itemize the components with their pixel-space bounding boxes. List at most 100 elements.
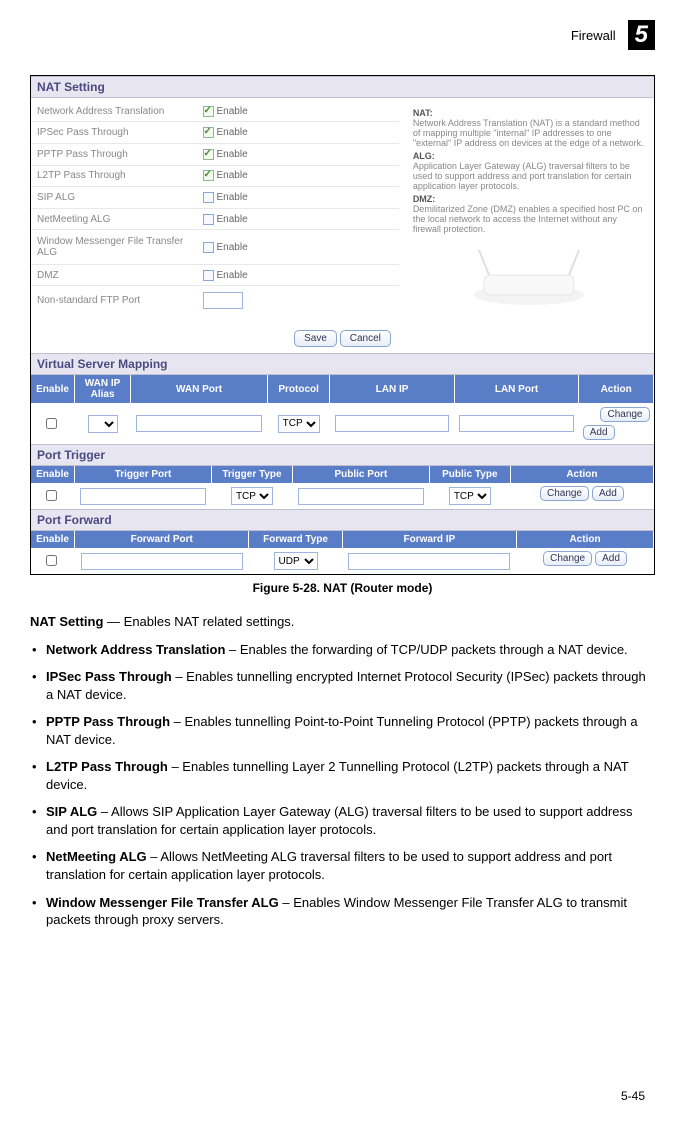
add-button[interactable]: Add — [595, 551, 627, 566]
checkbox-icon[interactable] — [203, 192, 214, 203]
chapter-badge: 5 — [628, 20, 655, 50]
nat-row-label: DMZ — [31, 264, 197, 286]
checkbox-icon[interactable] — [203, 127, 214, 138]
enable-label: Enable — [217, 106, 248, 117]
pt-col-tport: Trigger Port — [75, 466, 212, 483]
pt-table: Enable Trigger Port Trigger Type Public … — [31, 466, 654, 509]
enable-label: Enable — [217, 171, 248, 182]
item-bold: NetMeeting ALG — [46, 849, 147, 864]
help-dmz-title: DMZ: — [413, 194, 646, 204]
pt-col-enable: Enable — [31, 466, 75, 483]
pf-title: Port Forward — [31, 509, 654, 531]
checkbox-icon[interactable] — [203, 149, 214, 160]
figure-caption: Figure 5-28. NAT (Router mode) — [30, 581, 655, 595]
nat-row-label: NetMeeting ALG — [31, 208, 197, 230]
vsm-col-protocol: Protocol — [268, 375, 330, 403]
pt-col-action: Action — [510, 466, 653, 483]
checkbox-icon[interactable] — [203, 270, 214, 281]
pt-col-ttype: Trigger Type — [212, 466, 293, 483]
nat-setting-body: Network Address Translation Enable IPSec… — [31, 98, 654, 324]
item-bold: L2TP Pass Through — [46, 759, 168, 774]
vsm-lanport-input[interactable] — [459, 415, 573, 432]
pt-publictype-select[interactable]: TCP — [449, 487, 491, 505]
vsm-enable-checkbox[interactable] — [46, 418, 57, 429]
checkbox-icon[interactable] — [203, 214, 214, 225]
list-item: Network Address Translation – Enables th… — [30, 641, 655, 659]
page-top-header: Firewall 5 — [30, 20, 655, 50]
nat-row-label: Window Messenger File Transfer ALG — [31, 230, 197, 265]
change-button[interactable]: Change — [600, 407, 649, 422]
item-rest: – Enables the forwarding of TCP/UDP pack… — [225, 642, 627, 657]
lead-rest: — Enables NAT related settings. — [103, 614, 294, 629]
item-bold: Window Messenger File Transfer ALG — [46, 895, 279, 910]
vsm-alias-select[interactable] — [88, 415, 118, 433]
pf-enable-checkbox[interactable] — [46, 555, 57, 566]
vsm-col-lanip: LAN IP — [330, 375, 455, 403]
list-item: NetMeeting ALG – Allows NetMeeting ALG t… — [30, 848, 655, 883]
list-item: PPTP Pass Through – Enables tunnelling P… — [30, 713, 655, 748]
body-text: NAT Setting — Enables NAT related settin… — [30, 613, 655, 929]
table-row: TCP TCP Change Add — [31, 483, 654, 509]
nat-row-label: SIP ALG — [31, 187, 197, 209]
nat-row-label: Network Address Translation — [31, 101, 197, 122]
page-number: 5-45 — [621, 1089, 645, 1103]
add-button[interactable]: Add — [592, 486, 624, 501]
vsm-title: Virtual Server Mapping — [31, 353, 654, 375]
add-button[interactable]: Add — [583, 425, 615, 440]
pt-col-pport: Public Port — [292, 466, 429, 483]
vsm-wanport-input[interactable] — [136, 415, 262, 432]
table-row: TCP Change Add — [31, 403, 654, 444]
nat-setting-title: NAT Setting — [31, 76, 654, 98]
vsm-col-lanport: LAN Port — [454, 375, 579, 403]
table-row: UDP Change Add — [31, 548, 654, 574]
help-alg-title: ALG: — [413, 151, 646, 161]
pt-publicport-input[interactable] — [298, 488, 424, 505]
help-nat-text: Network Address Translation (NAT) is a s… — [413, 118, 646, 148]
enable-label: Enable — [217, 270, 248, 281]
bullet-list: Network Address Translation – Enables th… — [30, 641, 655, 929]
router-image — [413, 240, 646, 310]
list-item: L2TP Pass Through – Enables tunnelling L… — [30, 758, 655, 793]
cancel-button[interactable]: Cancel — [340, 330, 391, 347]
help-alg-text: Application Layer Gateway (ALG) traversa… — [413, 161, 646, 191]
save-button[interactable]: Save — [294, 330, 337, 347]
vsm-table: Enable WAN IP Alias WAN Port Protocol LA… — [31, 375, 654, 444]
nat-row-label: PPTP Pass Through — [31, 144, 197, 166]
vsm-col-action: Action — [579, 375, 654, 403]
nat-buttons-row: Save Cancel — [31, 324, 654, 353]
list-item: Window Messenger File Transfer ALG – Ena… — [30, 894, 655, 929]
checkbox-icon[interactable] — [203, 242, 214, 253]
change-button[interactable]: Change — [543, 551, 592, 566]
checkbox-icon[interactable] — [203, 170, 214, 181]
pt-title: Port Trigger — [31, 444, 654, 466]
pf-port-input[interactable] — [81, 553, 243, 570]
section-label: Firewall — [571, 28, 616, 43]
pf-col-type: Forward Type — [249, 531, 342, 548]
enable-label: Enable — [217, 149, 248, 160]
vsm-col-enable: Enable — [31, 375, 75, 403]
checkbox-icon[interactable] — [203, 106, 214, 117]
list-item: IPSec Pass Through – Enables tunnelling … — [30, 668, 655, 703]
change-button[interactable]: Change — [540, 486, 589, 501]
pt-enable-checkbox[interactable] — [46, 490, 57, 501]
pt-triggertype-select[interactable]: TCP — [231, 487, 273, 505]
nat-row-label: IPSec Pass Through — [31, 122, 197, 144]
nat-help-panel: NAT: Network Address Translation (NAT) i… — [405, 101, 654, 314]
help-nat-title: NAT: — [413, 108, 646, 118]
enable-label: Enable — [217, 127, 248, 138]
lead-paragraph: NAT Setting — Enables NAT related settin… — [30, 613, 655, 631]
pt-col-ptype: Public Type — [429, 466, 510, 483]
pf-type-select[interactable]: UDP — [274, 552, 318, 570]
vsm-protocol-select[interactable]: TCP — [278, 415, 320, 433]
item-bold: Network Address Translation — [46, 642, 225, 657]
pf-table: Enable Forward Port Forward Type Forward… — [31, 531, 654, 574]
enable-label: Enable — [217, 214, 248, 225]
pt-triggerport-input[interactable] — [80, 488, 206, 505]
item-bold: SIP ALG — [46, 804, 97, 819]
enable-label: Enable — [217, 242, 248, 253]
item-bold: IPSec Pass Through — [46, 669, 172, 684]
list-item: SIP ALG – Allows SIP Application Layer G… — [30, 803, 655, 838]
pf-ip-input[interactable] — [348, 553, 510, 570]
vsm-lanip-input[interactable] — [335, 415, 449, 432]
ftp-port-input[interactable] — [203, 292, 243, 309]
